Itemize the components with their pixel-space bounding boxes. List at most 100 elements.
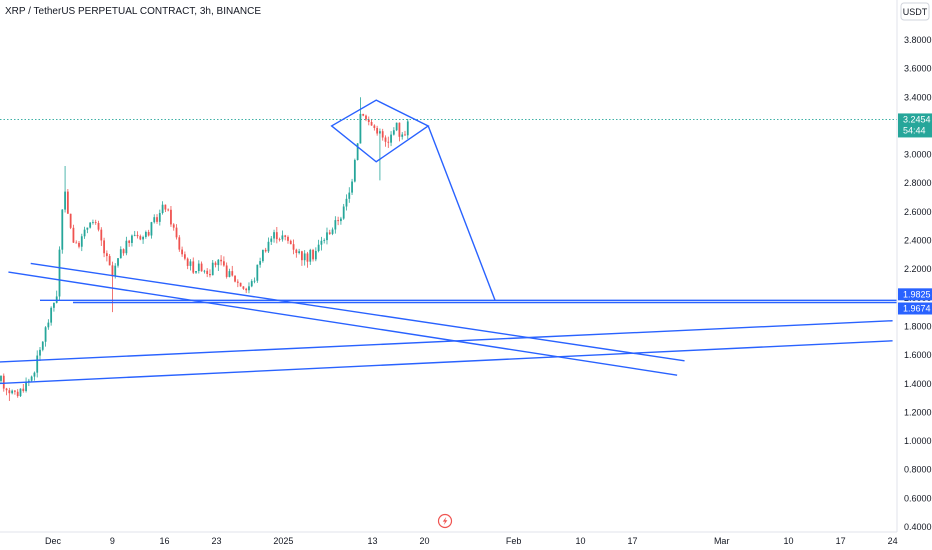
candle-body (66, 191, 69, 214)
diamond-pattern[interactable] (330, 99, 430, 163)
candle-body (303, 253, 306, 261)
candle-body (144, 231, 147, 237)
candle-body (139, 236, 142, 240)
time-tick-label: 20 (419, 536, 429, 546)
price-tick-label: 2.6000 (904, 207, 932, 217)
bar-countdown: 54:44 (903, 125, 926, 135)
candle-body (220, 259, 223, 262)
candle-body (392, 130, 395, 135)
candle-body (131, 235, 133, 243)
candle-body (222, 261, 225, 266)
candle-body (334, 220, 337, 230)
candle-body (44, 327, 47, 342)
candle-body (387, 141, 390, 143)
candle-body (50, 307, 53, 323)
candle-body (348, 192, 351, 199)
candle-body (197, 263, 200, 272)
candle-body (111, 265, 114, 277)
candle-body (239, 282, 242, 287)
candle-body (36, 355, 39, 373)
candle-body (337, 220, 340, 222)
price-tick-label: 3.8000 (904, 35, 932, 45)
price-tick-label: 0.6000 (904, 493, 932, 503)
candle-body (401, 134, 404, 137)
candle-body (64, 191, 66, 210)
candle-body (69, 213, 72, 228)
candle-body (156, 217, 158, 222)
level-tag (898, 288, 932, 301)
descending-trendline[interactable] (8, 271, 678, 376)
time-tick-label: 2025 (273, 536, 293, 546)
price-axis[interactable]: 0.4000 0.6000 0.8000 1.0000 1.2000 1.4000 1.60… (904, 35, 932, 532)
candle-body (384, 137, 387, 142)
candle-body (161, 204, 164, 214)
candle-body (211, 262, 214, 276)
candle-body (186, 258, 189, 266)
candle-body (367, 119, 370, 122)
price-tick-label: 1.2000 (904, 407, 932, 417)
plot-area[interactable] (0, 97, 897, 401)
candle-body (128, 240, 131, 243)
price-tick-label: 1.8000 (904, 321, 932, 331)
candle-body (122, 249, 125, 254)
candle-body (404, 134, 406, 136)
candle-body (183, 254, 186, 259)
candle-body (5, 388, 8, 391)
lightning-icon[interactable] (437, 513, 453, 529)
candle-body (356, 143, 359, 161)
candle-body (228, 271, 231, 277)
candle-body (203, 270, 206, 272)
candle-body (225, 265, 228, 277)
time-tick-label: 24 (888, 536, 898, 546)
candle-body (72, 227, 75, 243)
candle-body (398, 122, 401, 137)
candle-body (25, 382, 27, 391)
candle-body (214, 262, 217, 266)
candle-body (390, 134, 392, 143)
candle-body (11, 390, 14, 394)
candle-body (22, 388, 25, 391)
current-price-tag: 3.2454 54:44 (898, 113, 932, 138)
price-tick-label: 2.2000 (904, 264, 932, 274)
candle-body (331, 229, 334, 234)
candle-body (178, 237, 181, 250)
candle-body (365, 115, 367, 120)
candle-body (41, 341, 44, 350)
ascending-trendline[interactable] (0, 340, 893, 385)
candle-body (345, 198, 348, 207)
time-axis[interactable]: Dec 9 16 23 2025 13 20 Feb 10 17 Mar 10 17 24 (45, 536, 898, 546)
price-tick-label: 2.4000 (904, 236, 932, 246)
candle-body (195, 271, 197, 273)
candle-body (351, 181, 353, 193)
candle-body (231, 271, 234, 276)
candle-body (242, 286, 245, 289)
price-tick-label: 0.8000 (904, 465, 932, 475)
candle-body (200, 263, 203, 272)
projection-line[interactable] (427, 125, 496, 301)
chart-title: XRP / TetherUS PERPETUAL CONTRACT, 3h, B… (5, 6, 261, 17)
drawings-layer[interactable] (0, 99, 897, 385)
candle-body (256, 264, 259, 281)
candle-body (376, 127, 379, 134)
candle-body (270, 238, 273, 242)
currency-button[interactable]: USDT (900, 2, 930, 21)
candle-body (379, 131, 381, 134)
candle-body (80, 236, 83, 247)
candle-body (30, 376, 33, 381)
candle-body (234, 275, 236, 282)
candle-body (100, 229, 103, 241)
candle-body (248, 286, 250, 291)
candle-body (298, 251, 301, 253)
candle-body (86, 227, 89, 230)
candle-body (284, 235, 287, 237)
ascending-trendline[interactable] (0, 320, 893, 363)
candle-body (47, 322, 50, 328)
candle-body (306, 253, 309, 262)
current-price-value: 3.2454 (903, 114, 931, 124)
price-tick-label: 3.0000 (904, 150, 932, 160)
candle-body (117, 258, 119, 266)
level-tag (898, 302, 932, 315)
descending-trendline[interactable] (30, 262, 685, 362)
candle-body (253, 280, 256, 282)
